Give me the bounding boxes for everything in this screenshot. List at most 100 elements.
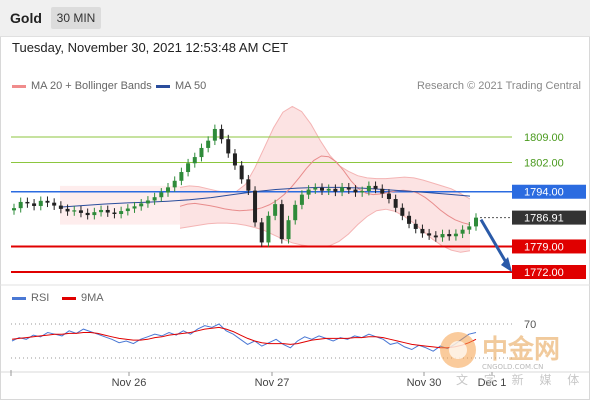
legend-item-rsi: RSI [12, 292, 49, 304]
candle-body [99, 209, 104, 213]
candle-body [232, 153, 237, 166]
candle-body [407, 215, 412, 224]
candle-body [239, 165, 244, 180]
candle-body [313, 187, 318, 190]
candle-body [386, 193, 391, 200]
candle-body [145, 200, 150, 204]
chart-toolbar: Gold 30 MIN [0, 0, 590, 37]
rsi-level-label: 70 [524, 319, 536, 331]
candle-body [105, 209, 110, 213]
candle-body [172, 180, 177, 188]
ma50-line [59, 186, 471, 208]
level-label-1779.00: 1779.00 [524, 241, 564, 253]
level-label-1802.00: 1802.00 [524, 158, 564, 170]
level-label-1809.00: 1809.00 [524, 132, 564, 144]
candle-body [427, 233, 432, 236]
candle-body [45, 200, 50, 203]
candle-body [132, 206, 137, 209]
candle-body [447, 234, 452, 237]
x-axis-label: Dec 1 [478, 377, 507, 389]
candle-body [353, 189, 358, 193]
legend-label-rsi-ma: 9MA [81, 292, 104, 304]
level-tag-1794.00 [512, 184, 586, 199]
level-tag-1786.91 [512, 210, 586, 225]
candle-body [293, 204, 298, 221]
candle-body [92, 212, 97, 216]
candle-body [112, 212, 117, 214]
candle-body [393, 199, 398, 208]
candle-body [12, 208, 16, 211]
candle-body [373, 185, 378, 189]
cngold-watermark-logo: 中金网 CNGOLD.COM.CN 文 字 新 媒 体 [440, 332, 584, 387]
candle-body [299, 194, 304, 205]
candle-body [346, 187, 351, 190]
legend-label-bollinger: MA 20 + Bollinger Bands [31, 80, 152, 92]
candle-body [58, 205, 63, 209]
candle-body [166, 187, 170, 193]
candle-body [159, 192, 164, 198]
level-label-1772.00: 1772.00 [524, 267, 564, 279]
x-axis-label: Nov 26 [112, 377, 147, 389]
candle-body [65, 208, 70, 212]
candle-body [186, 163, 191, 173]
candle-body [340, 187, 345, 192]
timeframe-button[interactable]: 30 MIN [51, 7, 101, 29]
candle-body [420, 228, 425, 234]
legend-swatch-rsi-ma [62, 296, 76, 300]
candle-body [400, 207, 405, 216]
candle-body [259, 222, 264, 243]
x-axis-label: Nov 30 [407, 377, 442, 389]
candle-body [246, 179, 251, 191]
legend-item-ma50: MA 50 [156, 80, 206, 92]
level-tag-1779.00 [512, 239, 586, 254]
projection-arrow [479, 218, 509, 265]
level-label-1786.91: 1786.91 [524, 213, 564, 225]
candle-body [320, 187, 324, 191]
rsi-ma-line [11, 326, 477, 349]
candle-body [380, 188, 385, 194]
bollinger-band-area [180, 106, 470, 253]
candle-body [286, 220, 291, 240]
candle-body [25, 201, 30, 204]
legend-swatch-ma50 [156, 84, 170, 88]
legend-label-ma50: MA 50 [175, 80, 207, 92]
legend-label-rsi: RSI [31, 292, 50, 304]
candle-body [440, 234, 445, 238]
projection-arrowhead [501, 257, 512, 272]
candle-body [467, 226, 472, 230]
candle-body [38, 200, 43, 206]
candle-body [119, 211, 124, 214]
candle-body [474, 217, 478, 227]
legend-item-rsi-ma: 9MA [62, 292, 104, 304]
ma20-line [179, 155, 471, 226]
candle-body [326, 188, 331, 191]
candle-body [273, 204, 278, 216]
candle-body [199, 147, 204, 158]
candle-body [152, 197, 157, 201]
candle-body [206, 140, 211, 148]
candle-body [253, 190, 258, 223]
candle-body [18, 201, 23, 209]
watermark-sub: 文 字 新 媒 体 [456, 372, 584, 387]
chart-timestamp: Tuesday, November 30, 2021 12:53:48 AM C… [12, 40, 289, 55]
candle-body [192, 157, 197, 164]
candle-body [333, 188, 338, 192]
candle-body [179, 172, 184, 181]
candle-body [125, 208, 130, 212]
candle-body [72, 210, 77, 212]
rsi-line [11, 323, 477, 352]
candle-body [212, 128, 217, 141]
level-label-1794.00: 1794.00 [524, 187, 564, 199]
x-axis-label: Nov 27 [255, 377, 290, 389]
candle-body [453, 233, 458, 237]
research-credit: Research © 2021 Trading Central [416, 80, 581, 92]
candle-body [360, 191, 365, 193]
candle-body [219, 128, 224, 140]
candle-body [85, 212, 90, 216]
candle-body [279, 204, 284, 240]
candle-body [78, 210, 83, 213]
candle-body [306, 189, 311, 195]
candle-body [226, 139, 231, 154]
legend-item-bollinger: MA 20 + Bollinger Bands [12, 80, 152, 92]
